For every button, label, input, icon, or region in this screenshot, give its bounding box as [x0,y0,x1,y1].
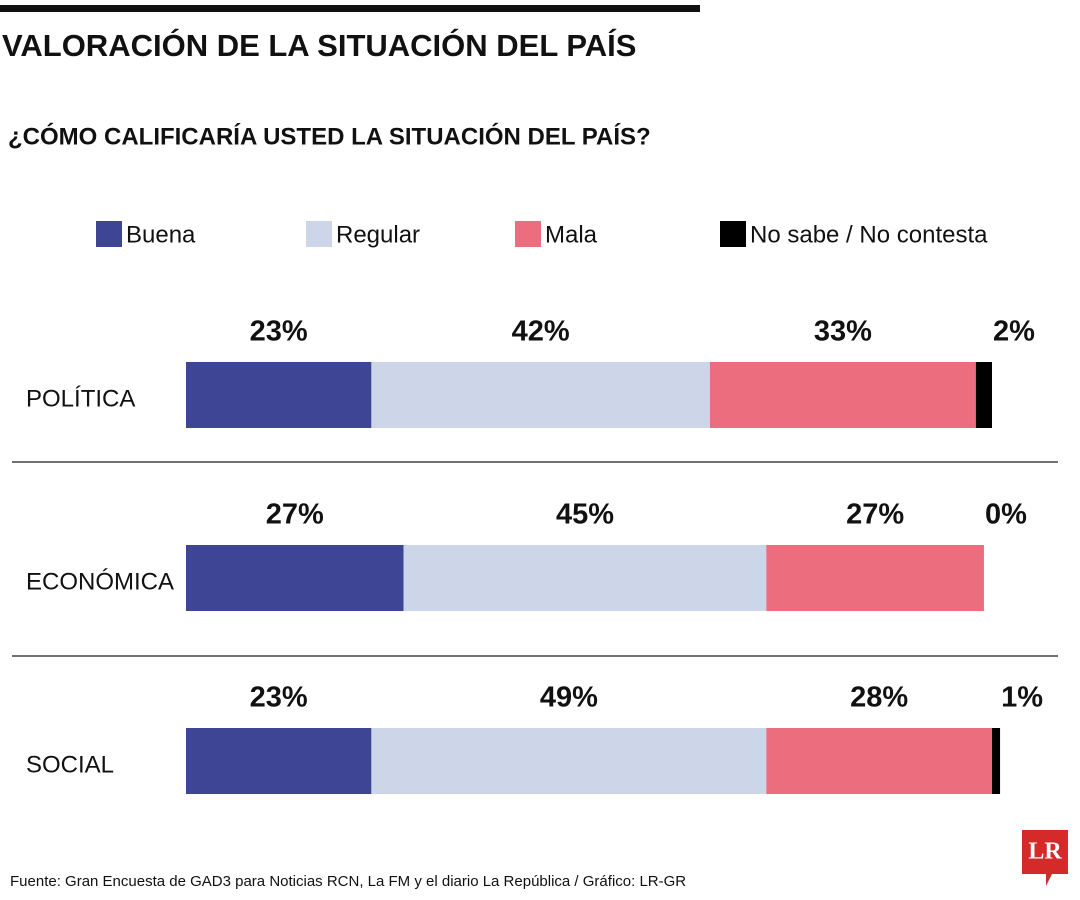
legend-label: Regular [336,221,420,248]
legend-label: Mala [545,221,598,248]
value-label: 23% [250,682,308,714]
value-label: 0% [985,499,1027,531]
logo: LR [1022,830,1068,886]
chart-subtitle: ¿CÓMO CALIFICARÍA USTED LA SITUACIÓN DEL… [8,122,651,150]
bar-segment [371,728,767,794]
value-label: 42% [512,316,570,348]
value-label: 1% [1001,682,1043,714]
value-label: 33% [814,316,872,348]
legend-swatch [515,221,541,247]
bar-segment [975,362,992,428]
bar-segment [992,728,1001,794]
legend-swatch [720,221,746,247]
value-label: 28% [850,682,908,714]
bar-segment [371,362,710,428]
category-label: ECONÓMICA [26,568,174,595]
value-label: 49% [540,682,598,714]
chart-title: VALORACIÓN DE LA SITUACIÓN DEL PAÍS [2,27,636,63]
value-label: 27% [266,499,324,531]
category-label: SOCIAL [26,751,114,778]
bar-segment [766,728,992,794]
category-label: POLÍTICA [26,385,135,412]
top-rule [0,5,700,12]
legend-label: No sabe / No contesta [750,221,988,248]
bar-segment [709,362,976,428]
bar-segment [403,545,767,611]
value-label: 27% [846,499,904,531]
bar-segment [186,728,372,794]
value-label: 2% [993,316,1035,348]
source: Fuente: Gran Encuesta de GAD3 para Notic… [10,873,686,890]
logo-text: LR [1028,839,1062,865]
logo-shape [1022,830,1068,886]
bar-segment [766,545,984,611]
legend-label: Buena [126,221,196,248]
value-label: 45% [556,499,614,531]
bar-segment [186,545,404,611]
bar-segment [186,362,372,428]
legend-swatch [96,221,122,247]
legend-swatch [306,221,332,247]
value-label: 23% [250,316,308,348]
